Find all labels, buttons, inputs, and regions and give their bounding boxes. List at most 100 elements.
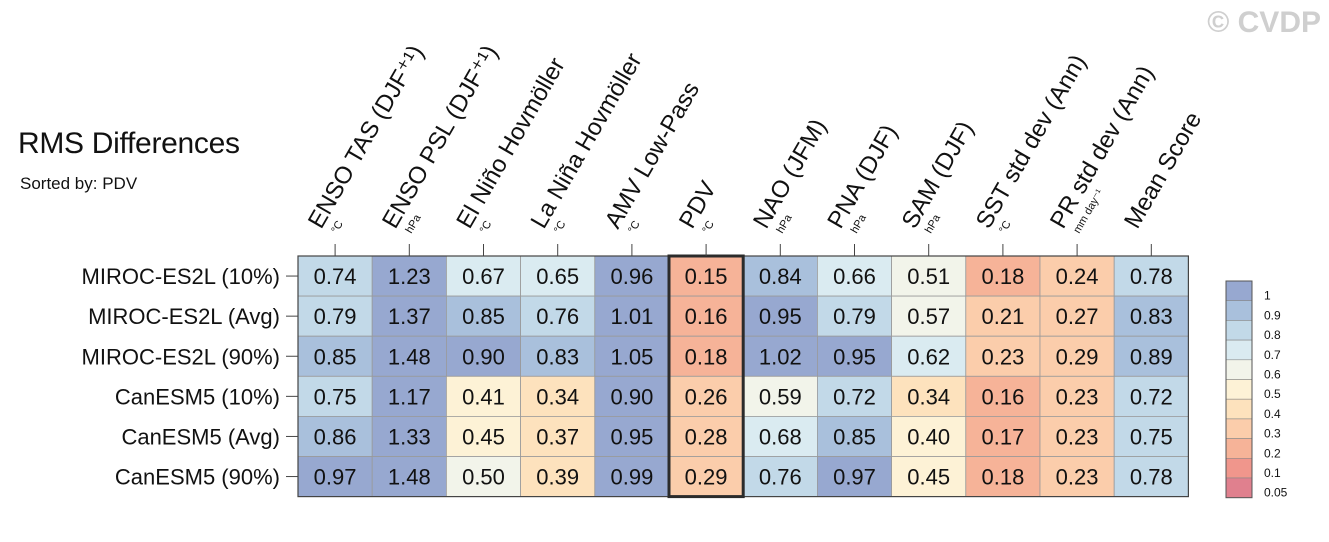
cell-value-label: 0.34	[536, 384, 579, 409]
heatmap-cell	[668, 335, 744, 377]
cell-value-label: 0.23	[1056, 424, 1099, 449]
heatmap-cell	[297, 295, 373, 337]
cell-value-label: 0.78	[1130, 465, 1173, 490]
cell-value-label: 0.65	[536, 264, 579, 289]
legend-label: 0.2	[1264, 446, 1281, 460]
cell-value-label: 0.75	[314, 384, 357, 409]
column-unit-label: °C	[997, 219, 1014, 236]
heatmap-cell	[1039, 456, 1115, 497]
cell-value-label: 0.29	[1056, 344, 1099, 369]
cell-value-label: 0.45	[462, 424, 505, 449]
cell-value-label: 0.97	[833, 465, 876, 490]
legend-label: 0.7	[1264, 348, 1281, 362]
chart-title: RMS Differences	[18, 127, 240, 160]
cell-value-label: 0.40	[907, 424, 950, 449]
legend-label: 0.8	[1264, 328, 1281, 342]
row-label: MIROC-ES2L (10%)	[82, 264, 280, 289]
heatmap-cell	[445, 335, 521, 377]
cell-value-label: 0.16	[981, 384, 1024, 409]
cell-value-label: 0.26	[685, 384, 728, 409]
column-unit-label: °C	[478, 219, 495, 236]
legend-frame	[1225, 280, 1253, 499]
legend-label: 0.6	[1264, 368, 1281, 382]
heatmap-cell	[668, 415, 744, 457]
legend-label: 0.05	[1264, 486, 1288, 500]
cell-value-label: 0.27	[1056, 304, 1099, 329]
heatmap-cell	[371, 255, 447, 297]
watermark: © CVDP	[1207, 6, 1321, 39]
heatmap-cell	[668, 375, 744, 417]
cell-value-label: 1.48	[388, 465, 431, 490]
column-unit-label: °C	[329, 219, 346, 236]
heatmap-cell	[1113, 335, 1189, 377]
cell-value-label: 0.83	[536, 344, 579, 369]
heatmap-cell	[594, 415, 670, 457]
cell-value-label: 0.79	[833, 304, 876, 329]
cell-value-label: 0.83	[1130, 304, 1173, 329]
legend-swatch	[1225, 438, 1253, 459]
cell-value-label: 0.18	[981, 264, 1024, 289]
heatmap-cell	[520, 415, 596, 457]
heatmap-cell	[520, 456, 596, 497]
heatmap-cell	[668, 456, 744, 497]
cell-value-label: 0.23	[1056, 465, 1099, 490]
cell-value-label: 0.72	[1130, 384, 1173, 409]
legend-swatch	[1225, 477, 1253, 499]
legend-swatch	[1225, 280, 1253, 302]
cell-value-label: 0.68	[759, 424, 802, 449]
heatmap-cell	[1039, 415, 1115, 457]
cell-value-label: 0.17	[981, 424, 1024, 449]
heatmap-cell	[668, 295, 744, 337]
heatmap-cell	[297, 375, 373, 417]
heatmap-cell	[520, 335, 596, 377]
heatmap-cell	[1039, 255, 1115, 297]
legend-swatch	[1225, 398, 1253, 420]
legend-label: 0.9	[1264, 308, 1281, 322]
legend-swatch	[1225, 418, 1253, 439]
cell-value-label: 0.85	[314, 344, 357, 369]
heatmap-cell	[297, 415, 373, 457]
cell-value-label: 0.89	[1130, 344, 1173, 369]
cell-value-label: 0.16	[685, 304, 728, 329]
cell-value-label: 0.76	[759, 465, 802, 490]
legend-swatch	[1225, 359, 1253, 380]
heatmap-cell	[1113, 255, 1189, 297]
cell-value-label: 0.18	[685, 344, 728, 369]
heatmap-cell	[965, 375, 1041, 417]
heatmap-cell	[594, 456, 670, 497]
cell-value-label: 1.17	[388, 384, 431, 409]
cell-value-label: 0.18	[981, 465, 1024, 490]
cell-value-label: 0.86	[314, 424, 357, 449]
column-unit-label: °C	[552, 219, 569, 236]
legend-swatch	[1225, 300, 1253, 321]
cell-value-label: 0.59	[759, 384, 802, 409]
heatmap-cell	[445, 375, 521, 417]
cell-value-label: 0.21	[981, 304, 1024, 329]
cell-value-label: 0.79	[314, 304, 357, 329]
heatmap-cell	[371, 456, 447, 497]
heatmap-cell	[297, 456, 373, 497]
row-label: MIROC-ES2L (90%)	[82, 344, 280, 369]
cell-value-label: 0.99	[610, 465, 653, 490]
heatmap-cell	[742, 295, 818, 337]
cell-value-label: 0.34	[907, 384, 950, 409]
heatmap-cell	[817, 456, 893, 497]
cell-value-label: 0.66	[833, 264, 876, 289]
legend-label: 0.1	[1264, 466, 1281, 480]
cell-value-label: 0.95	[759, 304, 802, 329]
cell-value-label: 0.57	[907, 304, 950, 329]
heatmap-cell	[891, 335, 967, 377]
cell-value-label: 1.33	[388, 424, 431, 449]
row-label: CanESM5 (10%)	[115, 384, 280, 409]
cell-value-label: 0.75	[1130, 424, 1173, 449]
heatmap-cell	[891, 295, 967, 337]
cell-value-label: 0.23	[981, 344, 1024, 369]
cell-value-label: 1.23	[388, 264, 431, 289]
cell-value-label: 0.76	[536, 304, 579, 329]
cell-value-label: 0.62	[907, 344, 950, 369]
cell-value-label: 0.39	[536, 465, 579, 490]
legend-swatch	[1225, 457, 1253, 479]
legend-swatch	[1225, 320, 1253, 341]
cell-value-label: 0.41	[462, 384, 505, 409]
